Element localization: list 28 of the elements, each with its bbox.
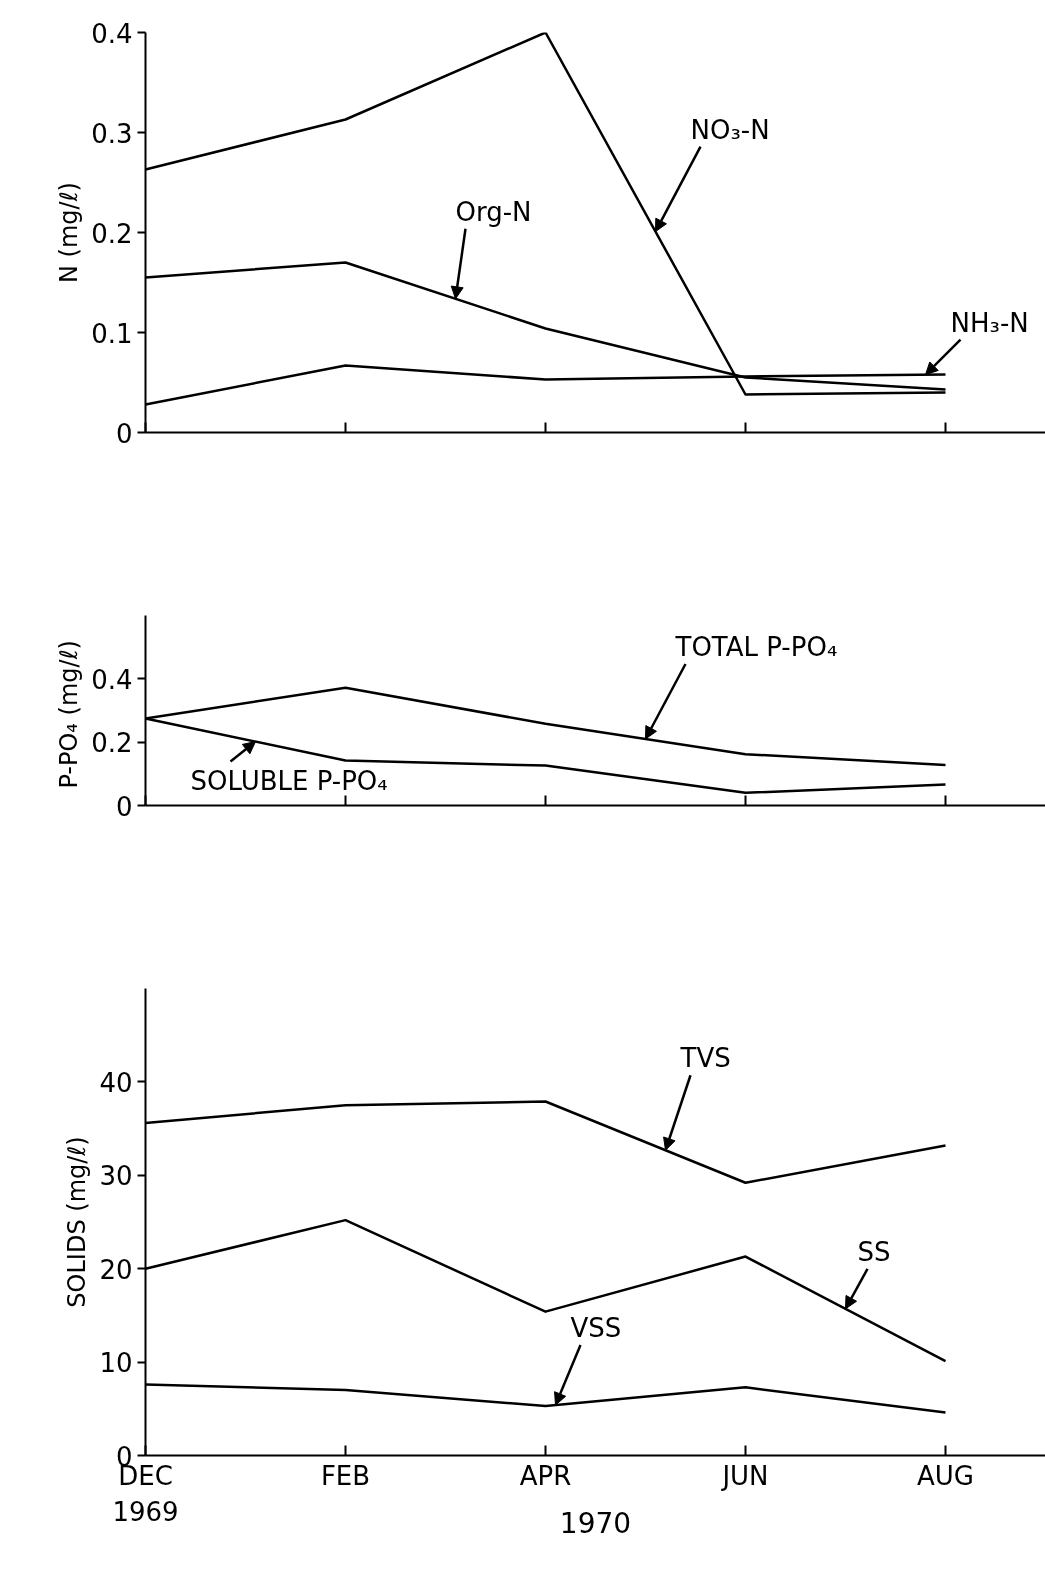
y-tick-label: 20 (99, 1254, 133, 1285)
legend-label: SOLUBLE P-PO₄ (190, 765, 388, 796)
y-axis-title: P-PO₄ (mg/ℓ) (55, 640, 84, 789)
x-tick-label: JUN (720, 1460, 769, 1491)
x-axis-title: 1970 (559, 1506, 632, 1540)
text: VSS (570, 1313, 622, 1344)
y-axis-title: SOLIDS (mg/ℓ) (63, 1136, 92, 1308)
series-label: NH₃-N (950, 307, 1029, 338)
y-tick-label: 40 (99, 1067, 133, 1098)
y-tick-label: 30 (99, 1161, 133, 1192)
text: TVS (679, 1043, 731, 1074)
y-tick-label: 0.2 (91, 218, 133, 249)
y-tick-label: 0.1 (91, 318, 133, 349)
y-tick-label: 0.3 (91, 118, 133, 149)
y-axis-title: N (mg/ℓ) (55, 182, 84, 283)
y-tick-label: 0 (115, 791, 133, 822)
x-tick-label: APR (519, 1460, 572, 1491)
y-tick-label: 0.4 (91, 664, 133, 695)
text: NO₃-N (690, 114, 770, 145)
x-tick-label: AUG (917, 1460, 974, 1491)
text: TOTAL P-PO₄ (674, 632, 838, 662)
y-tick-label: 0 (115, 418, 133, 449)
y-tick-label: 10 (99, 1348, 133, 1379)
x-tick-label: FEB (320, 1460, 371, 1491)
series-label: SS (857, 1236, 891, 1267)
text: Org-N (455, 196, 532, 227)
y-tick-label: 0.2 (91, 728, 133, 759)
y-tick-label: 0.4 (91, 18, 133, 49)
